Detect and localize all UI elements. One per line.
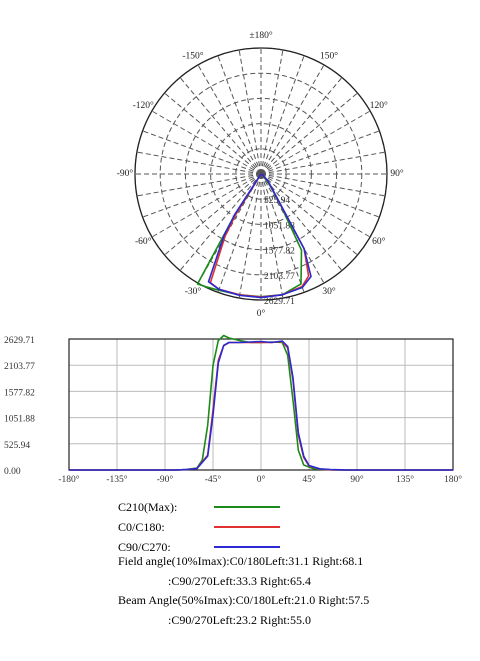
polar-spoke — [260, 173, 325, 284]
legend-label-c0: C0/C180: — [118, 520, 165, 534]
polar-spoke — [164, 173, 262, 256]
polar-spoke — [260, 173, 380, 218]
polar-spoke — [197, 64, 262, 175]
x-tick-label: 0° — [257, 474, 266, 485]
polar-radial-label: 2103.77 — [264, 272, 295, 282]
polar-angle-label: ±180° — [249, 30, 272, 41]
polar-spoke — [238, 49, 262, 175]
x-tick-label: 135° — [396, 474, 414, 485]
polar-spoke — [179, 77, 262, 175]
polar-spoke — [260, 110, 371, 175]
angle-notes: Field angle(10%Imax):C0/180Left:31.1 Rig… — [118, 552, 369, 630]
polar-spoke — [217, 55, 262, 175]
x-tick-label: -135° — [106, 474, 127, 485]
x-tick-label: -90° — [157, 474, 174, 485]
polar-radial-label: 1051.88 — [264, 221, 295, 231]
linear-series-2 — [69, 340, 453, 471]
polar-spoke — [136, 151, 262, 175]
polar-angle-label: 30° — [322, 286, 336, 297]
legend-item-c90: C90/C270: — [118, 537, 280, 557]
polar-spoke — [238, 173, 262, 299]
legend-label-c90: C90/C270: — [118, 540, 171, 554]
y-tick-label: 2629.71 — [4, 336, 35, 346]
polar-spoke — [151, 173, 262, 238]
field-angle-c90: :C90/270Left:33.3 Right:65.4 — [168, 573, 311, 588]
x-tick-label: 180° — [444, 474, 462, 485]
polar-spoke — [260, 173, 284, 299]
legend-item-c0: C0/C180: — [118, 517, 280, 537]
polar-angle-label: -90° — [117, 168, 134, 179]
polar-radial-label: 525.94 — [264, 196, 290, 206]
polar-spoke — [260, 173, 386, 197]
polar-spoke — [142, 173, 262, 218]
polar-spoke — [179, 173, 262, 271]
polar-angle-label: -30° — [185, 286, 202, 297]
polar-angle-label: 0° — [257, 308, 266, 319]
legend-swatch-c210 — [214, 506, 280, 508]
y-tick-label: 0.00 — [4, 467, 21, 477]
polar-angle-label: -120° — [133, 100, 154, 111]
polar-spoke — [260, 77, 343, 175]
polar-angle-label: 90° — [390, 168, 404, 179]
field-angle-c0: Field angle(10%Imax):C0/180Left:31.1 Rig… — [118, 554, 364, 568]
polar-spoke — [260, 64, 325, 175]
beam-angle-c0: Beam Angle(50%Imax):C0/180Left:21.0 Righ… — [118, 593, 370, 607]
polar-angle-label: 150° — [320, 50, 338, 61]
polar-series-2 — [207, 173, 312, 299]
legend: C210(Max): C0/C180: C90/C270: — [118, 497, 280, 557]
polar-spoke — [260, 55, 305, 175]
polar-spoke — [164, 92, 262, 175]
legend-label-c210: C210(Max): — [118, 500, 178, 514]
polar-angle-label: 120° — [370, 100, 388, 111]
polar-spoke — [260, 49, 284, 175]
polar-intensity-chart: ±180° 150° 120° 90° 60° 30° 0° -30° -60° -90° -120… — [117, 30, 404, 319]
polar-outline — [134, 47, 388, 301]
y-tick-label: 1051.88 — [4, 415, 35, 425]
plot-frame — [68, 338, 454, 471]
polar-angle-label: -60° — [135, 236, 152, 247]
legend-item-c210: C210(Max): — [118, 497, 280, 517]
polar-spoke — [217, 173, 262, 293]
polar-spoke — [142, 130, 262, 175]
polar-radial-label: 1577.82 — [264, 247, 295, 257]
polar-spoke — [136, 173, 262, 197]
legend-swatch-c90 — [214, 546, 280, 548]
x-tick-label: 90° — [350, 474, 364, 485]
polar-radial-label: 2629.71 — [264, 297, 295, 307]
polar-spoke — [260, 130, 380, 175]
polar-angle-label: -150° — [182, 50, 203, 61]
polar-spoke — [260, 173, 371, 238]
polar-spoke — [151, 110, 262, 175]
polar-spoke — [260, 92, 358, 175]
polar-angle-label: 60° — [372, 236, 386, 247]
x-tick-label: 45° — [302, 474, 316, 485]
legend-swatch-c0 — [214, 526, 280, 528]
y-tick-label: 2103.77 — [4, 362, 35, 372]
x-tick-label: -45° — [205, 474, 222, 485]
polar-spoke — [260, 151, 386, 175]
polar-spoke — [260, 173, 358, 256]
x-tick-label: -180° — [58, 474, 79, 485]
y-tick-label: 1577.82 — [4, 388, 35, 398]
beam-angle-c90: :C90/270Left:23.2 Right:55.0 — [168, 612, 311, 627]
linear-intensity-chart: 2629.71 2103.77 1577.82 1051.88 525.94 0.00 -1… — [4, 334, 462, 485]
polar-spoke — [260, 173, 305, 293]
y-tick-label: 525.94 — [4, 441, 30, 451]
polar-spoke — [260, 173, 343, 271]
